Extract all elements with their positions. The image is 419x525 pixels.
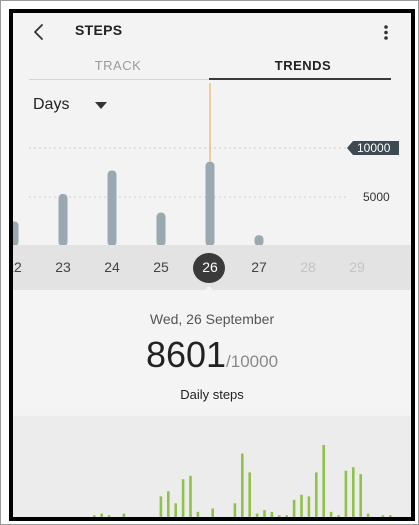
hourly-steps-bar — [389, 515, 392, 517]
day-29[interactable]: 29 — [349, 259, 365, 275]
hourly-steps-bar — [300, 494, 303, 517]
tab-trends[interactable]: TRENDS — [274, 58, 332, 73]
hourly-steps-bar — [359, 474, 362, 517]
hourly-steps-bar — [315, 472, 318, 517]
goal-badge — [347, 141, 399, 155]
hourly-steps-bar — [292, 499, 296, 517]
hourly-steps-bar — [189, 475, 192, 517]
day-24[interactable]: 24 — [104, 259, 120, 275]
date-selector[interactable]: 22 23 24 25 26 27 28 29 — [13, 245, 411, 291]
day-22[interactable]: 22 — [13, 259, 22, 275]
hourly-steps-bar — [174, 503, 177, 517]
steps-readout: 8601/10000 — [13, 334, 411, 376]
selected-day-marker — [193, 253, 225, 283]
hourly-steps-bar — [263, 510, 266, 517]
day-steps-bar[interactable] — [156, 212, 166, 246]
day-25[interactable]: 25 — [153, 259, 169, 275]
app-screen: STEPS TRACK TRENDS 5000 10000 Days — [9, 9, 415, 521]
hourly-steps-bar — [167, 491, 170, 517]
hourly-steps-bar — [181, 479, 185, 517]
hourly-steps-bar — [248, 472, 251, 517]
page-title: STEPS — [75, 22, 123, 38]
day-steps-bar[interactable] — [58, 194, 68, 246]
hourly-steps-bar — [107, 515, 111, 517]
hourly-steps-bar — [122, 513, 126, 517]
hourly-steps-bar — [255, 513, 259, 517]
day-27[interactable]: 27 — [251, 259, 267, 275]
tab-track[interactable]: TRACK — [94, 58, 142, 73]
hourly-steps-chart — [93, 445, 392, 517]
back-arrow-icon — [34, 24, 43, 40]
goal-badge-label: 10000 — [357, 141, 391, 155]
steps-trend-chart: 5000 10000 — [10, 83, 399, 252]
active-tab-indicator — [209, 78, 391, 80]
hourly-steps-bar — [381, 515, 385, 517]
hourly-steps-bar — [322, 445, 325, 517]
hourly-steps-bar — [278, 515, 281, 517]
hourly-steps-bar — [307, 496, 311, 517]
hourly-steps-bar — [337, 515, 340, 517]
period-dropdown-label: Days — [33, 96, 70, 113]
daily-summary: Wed, 26 September 8601/10000 Daily steps — [13, 290, 411, 410]
hourly-steps-panel — [13, 416, 411, 517]
day-23[interactable]: 23 — [55, 259, 71, 275]
hourly-steps-bar — [270, 511, 274, 517]
hourly-steps-bar — [233, 503, 237, 517]
selected-date: Wed, 26 September — [149, 311, 275, 327]
day-steps-bar[interactable] — [254, 235, 264, 246]
dropdown-caret-icon — [95, 102, 107, 109]
back-button[interactable] — [27, 19, 49, 45]
y-tick-label: 5000 — [363, 190, 390, 204]
more-options-button[interactable] — [379, 19, 393, 45]
day-28[interactable]: 28 — [300, 259, 316, 275]
day-steps-bar[interactable] — [205, 161, 215, 246]
hourly-steps-bar — [93, 515, 96, 517]
steps-count: 8601 — [145, 334, 227, 375]
hourly-steps-bar — [285, 515, 288, 517]
hourly-steps-bar — [196, 511, 200, 517]
hourly-steps-bar — [329, 511, 333, 517]
hourly-steps-bar — [344, 470, 348, 517]
period-dropdown[interactable]: Days — [33, 95, 123, 119]
hourly-steps-bar — [100, 513, 103, 517]
hourly-steps-bar — [352, 467, 355, 517]
steps-caption: Daily steps — [180, 387, 244, 402]
day-steps-bar[interactable] — [107, 170, 117, 246]
tab-divider — [29, 79, 209, 80]
more-vertical-icon — [384, 25, 388, 40]
hourly-steps-bar — [366, 513, 370, 517]
steps-goal: /10000 — [226, 352, 279, 371]
day-steps-bar[interactable] — [10, 221, 19, 247]
day-26[interactable]: 26 — [202, 259, 218, 275]
hourly-steps-bar — [159, 496, 163, 517]
hourly-steps-bar — [211, 508, 214, 517]
selected-day-notch — [204, 286, 214, 291]
hourly-steps-bar — [241, 453, 244, 517]
